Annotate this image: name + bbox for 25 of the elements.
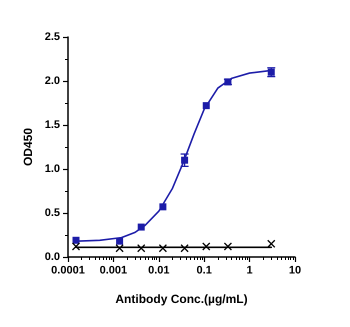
y-axis-title: OD450 [20, 128, 35, 166]
point [158, 244, 167, 252]
x-tick-label: 0.001 [100, 264, 128, 276]
y-tick-label: 1.0 [44, 163, 60, 175]
y-tick-label: 2.0 [44, 75, 60, 87]
x-tick-label: 1 [246, 264, 253, 276]
y-tick-label: 1.5 [44, 119, 60, 131]
x-tick-label: 10 [288, 264, 302, 276]
point [180, 244, 189, 252]
y-tick-label: 0.0 [44, 251, 60, 263]
y-tick-label: 2.5 [44, 31, 60, 43]
point [224, 242, 232, 250]
x-tick-label: 0.1 [196, 264, 212, 276]
point [116, 244, 124, 252]
point [159, 203, 166, 210]
point [202, 102, 210, 110]
point [138, 224, 145, 231]
x-tick-label: 0.01 [148, 264, 170, 276]
x-tick-label: 0.0001 [51, 264, 85, 276]
point [116, 238, 124, 245]
point [202, 242, 210, 250]
y-tick-label: 0.5 [44, 207, 60, 219]
point [137, 244, 146, 252]
x-axis-title: Antibody Conc.(µg/mL) [115, 292, 248, 306]
point [181, 156, 188, 164]
